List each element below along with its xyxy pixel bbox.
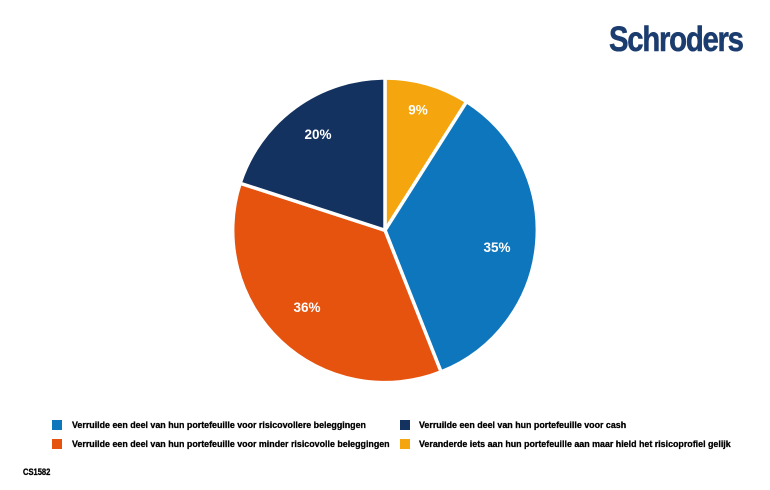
svg-text:36%: 36% <box>293 300 320 315</box>
svg-text:9%: 9% <box>408 103 428 118</box>
svg-text:20%: 20% <box>304 127 331 142</box>
svg-text:35%: 35% <box>483 240 510 255</box>
